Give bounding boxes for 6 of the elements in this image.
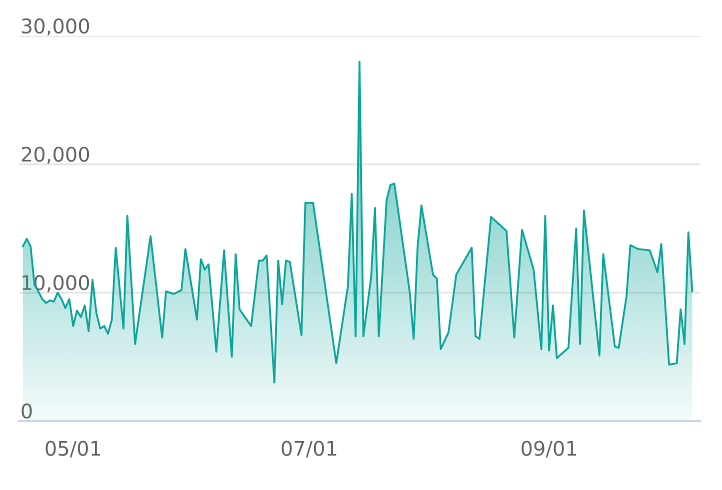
x-tick-label: 07/01 <box>282 440 336 458</box>
y-tick-label: 30,000 <box>22 18 90 36</box>
x-tick-label: 05/01 <box>46 440 100 458</box>
x-tick-label: 09/01 <box>522 440 576 458</box>
y-tick-label: 0 <box>22 403 32 419</box>
y-tick-label: 20,000 <box>22 146 90 164</box>
